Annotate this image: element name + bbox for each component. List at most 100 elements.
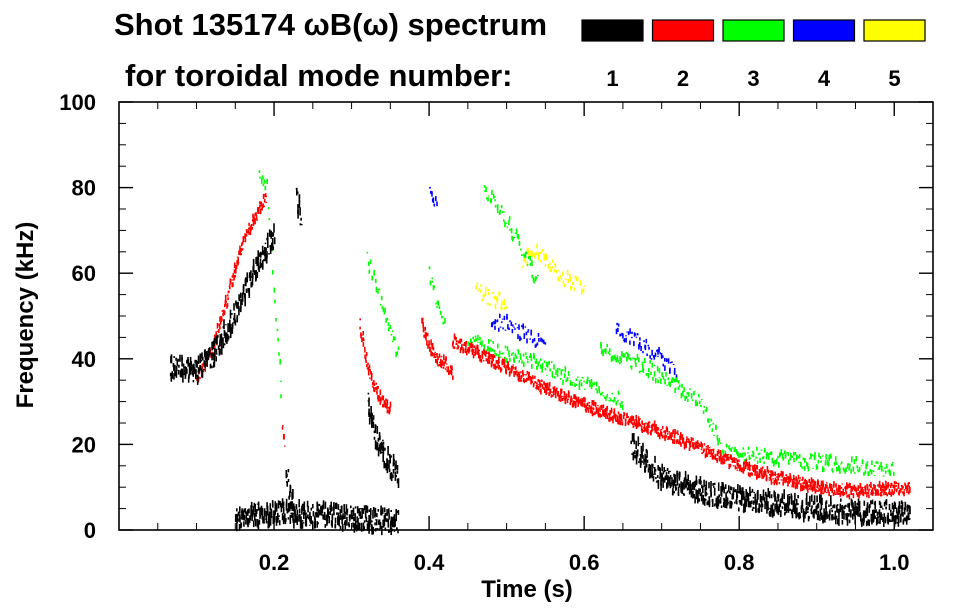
spectrum-mark-n2 bbox=[764, 469, 766, 474]
spectrum-mark-n1 bbox=[894, 502, 897, 509]
spectrum-mark-n2 bbox=[617, 419, 619, 425]
spectrum-mark-n2 bbox=[660, 429, 663, 431]
spectrum-mark-n1 bbox=[386, 511, 389, 514]
spectrum-mark-n1 bbox=[324, 501, 327, 509]
spectrum-mark-n1 bbox=[677, 486, 680, 496]
spectrum-mark-n3 bbox=[375, 286, 378, 293]
spectrum-mark-n1 bbox=[307, 506, 309, 513]
spectrum-mark-n1 bbox=[788, 494, 790, 496]
spectrum-mark-n2 bbox=[893, 480, 896, 485]
spectrum-mark-n2 bbox=[565, 396, 568, 399]
spectrum-mark-n1 bbox=[677, 492, 680, 495]
spectrum-mark-n3 bbox=[619, 402, 621, 406]
spectrum-mark-n1 bbox=[220, 340, 223, 349]
spectrum-mark-n1 bbox=[379, 442, 382, 446]
spectrum-mark-n3 bbox=[848, 463, 851, 468]
spectrum-mark-n1 bbox=[833, 504, 836, 509]
spectrum-mark-n3 bbox=[566, 379, 569, 381]
spectrum-mark-n3 bbox=[508, 216, 511, 221]
spectrum-mark-n1 bbox=[654, 468, 657, 472]
spectrum-mark-n3 bbox=[560, 369, 563, 376]
spectrum-mark-n1 bbox=[836, 508, 839, 513]
spectrum-mark-n1 bbox=[762, 495, 765, 501]
spectrum-mark-n1 bbox=[859, 512, 862, 518]
spectrum-mark-n3 bbox=[710, 418, 713, 422]
spectrum-mark-n1 bbox=[752, 506, 754, 509]
spectrum-mark-n1 bbox=[256, 503, 259, 505]
spectrum-mark-n1 bbox=[792, 500, 795, 509]
spectrum-mark-n2 bbox=[517, 372, 519, 378]
spectrum-mark-n2 bbox=[472, 354, 475, 359]
spectrum-mark-n2 bbox=[520, 380, 523, 382]
spectrum-mark-n3 bbox=[521, 360, 523, 364]
spectrum-mark-n1 bbox=[812, 500, 815, 506]
spectrum-mark-n1 bbox=[254, 504, 256, 513]
spectrum-mark-n2 bbox=[680, 435, 682, 440]
spectrum-mark-n2 bbox=[540, 388, 542, 395]
spectrum-mark-n2 bbox=[375, 391, 378, 393]
spectrum-layer bbox=[169, 170, 911, 536]
spectrum-mark-n4 bbox=[633, 332, 636, 337]
spectrum-mark-n1 bbox=[256, 509, 258, 512]
spectrum-mark-n1 bbox=[252, 264, 255, 273]
spectrum-mark-n2 bbox=[891, 489, 893, 494]
spectrum-mark-n2 bbox=[503, 358, 506, 363]
spectrum-mark-n1 bbox=[244, 293, 246, 304]
spectrum-mark-n1 bbox=[723, 497, 725, 501]
spectrum-mark-n1 bbox=[829, 509, 831, 516]
spectrum-mark-n3 bbox=[601, 349, 603, 355]
spectrum-mark-n1 bbox=[397, 529, 399, 534]
spectrum-mark-n1 bbox=[255, 257, 257, 264]
spectrum-mark-n2 bbox=[830, 483, 833, 487]
spectrum-mark-n2 bbox=[859, 490, 861, 496]
spectrum-mark-n1 bbox=[727, 502, 730, 504]
spectrum-mark-n3 bbox=[483, 185, 486, 188]
spectrum-mark-n3 bbox=[498, 350, 501, 354]
spectrum-mark-n1 bbox=[386, 518, 388, 522]
spectrum-mark-n2 bbox=[447, 366, 450, 371]
spectrum-mark-n1 bbox=[371, 413, 373, 416]
spectrum-mark-n2 bbox=[226, 303, 229, 307]
spectrum-mark-n2 bbox=[819, 484, 821, 487]
spectrum-mark-n1 bbox=[298, 499, 300, 508]
spectrum-mark-n1 bbox=[786, 508, 788, 511]
spectrum-mark-n1 bbox=[236, 302, 238, 309]
spectrum-mark-n1 bbox=[825, 501, 827, 509]
spectrum-mark-n5 bbox=[482, 293, 485, 300]
spectrum-mark-n2 bbox=[573, 394, 575, 399]
spectrum-mark-n5 bbox=[557, 276, 559, 282]
spectrum-mark-n2 bbox=[590, 405, 592, 410]
spectrum-mark-n1 bbox=[264, 254, 266, 262]
spectrum-mark-n3 bbox=[530, 355, 533, 362]
spectrum-mark-n3 bbox=[668, 381, 670, 386]
spectrum-mark-n2 bbox=[595, 407, 598, 410]
spectrum-mark-n1 bbox=[877, 521, 880, 524]
spectrum-mark-n1 bbox=[868, 520, 870, 527]
spectrum-mark-n2 bbox=[631, 415, 633, 417]
spectrum-mark-n1 bbox=[263, 259, 265, 262]
spectrum-mark-n2 bbox=[846, 482, 848, 487]
spectrum-mark-n1 bbox=[287, 503, 290, 513]
spectrum-mark-n3 bbox=[609, 348, 611, 353]
spectrum-mark-n1 bbox=[699, 488, 701, 493]
spectrum-mark-n3 bbox=[778, 462, 780, 468]
spectrum-mark-n5 bbox=[488, 288, 490, 291]
spectrum-mark-n1 bbox=[257, 258, 259, 265]
spectrum-mark-n5 bbox=[562, 280, 565, 284]
spectrum-mark-n2 bbox=[780, 479, 783, 481]
spectrum-mark-n1 bbox=[356, 506, 359, 514]
spectrum-mark-n3 bbox=[830, 455, 832, 459]
spectrum-mark-n3 bbox=[590, 379, 593, 383]
spectrum-mark-n2 bbox=[630, 419, 633, 424]
spectrum-mark-n2 bbox=[438, 353, 441, 358]
spectrum-mark-n3 bbox=[687, 392, 690, 397]
spectrum-mark-n3 bbox=[525, 352, 527, 355]
spectrum-mark-n1 bbox=[388, 508, 390, 514]
spectrum-mark-n5 bbox=[485, 286, 487, 292]
spectrum-mark-n2 bbox=[826, 482, 828, 484]
spectrum-mark-n1 bbox=[765, 495, 768, 506]
spectrum-mark-n4 bbox=[432, 197, 435, 203]
spectrum-mark-n3 bbox=[852, 466, 855, 472]
spectrum-mark-n2 bbox=[250, 224, 252, 229]
spectrum-mark-n1 bbox=[295, 504, 298, 508]
